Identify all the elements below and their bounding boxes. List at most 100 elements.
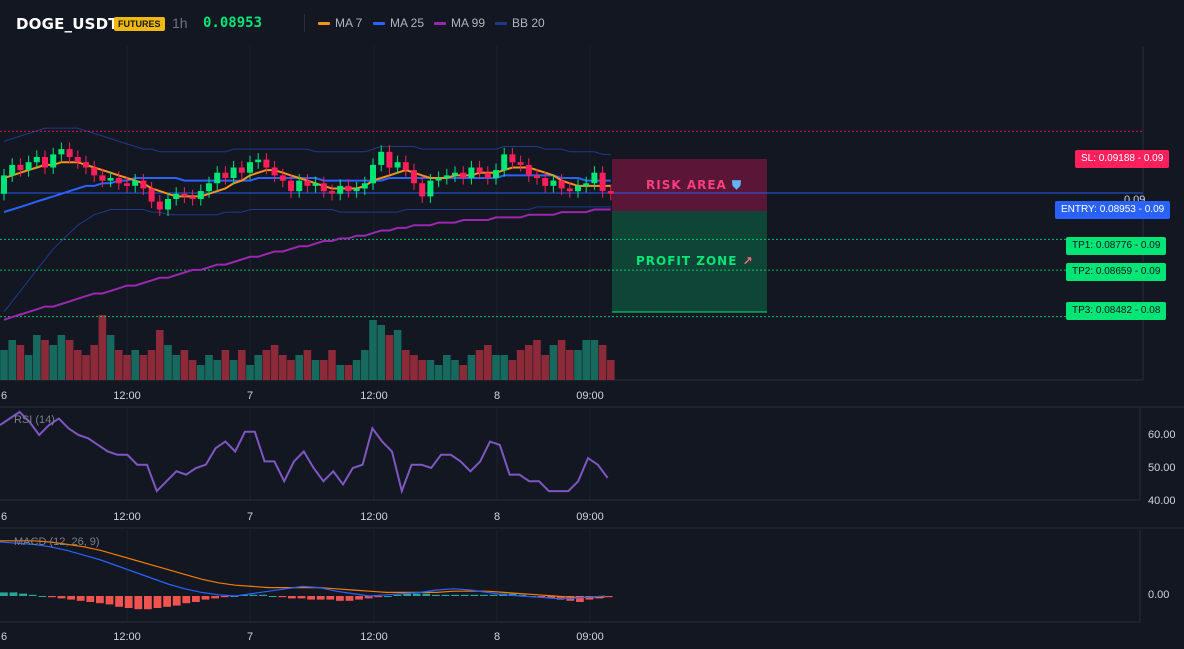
volume-bar bbox=[229, 360, 238, 380]
timeframe-label[interactable]: 1h bbox=[172, 15, 188, 31]
candle-body bbox=[329, 191, 335, 194]
macd-hist-bar bbox=[28, 594, 37, 596]
volume-bar bbox=[320, 360, 328, 380]
macd-hist-bar bbox=[355, 596, 363, 600]
volume-bar bbox=[598, 345, 607, 380]
futures-badge: FUTURES bbox=[114, 17, 165, 31]
volume-bar bbox=[336, 365, 344, 380]
sl-label[interactable]: SL: 0.09188 - 0.09 bbox=[1075, 150, 1170, 168]
candle-body bbox=[279, 175, 286, 181]
candle-body bbox=[296, 180, 303, 192]
volume-bar bbox=[238, 350, 246, 380]
candle-body bbox=[534, 175, 540, 178]
volume-bar bbox=[311, 360, 320, 380]
volume-bar bbox=[607, 360, 615, 380]
macd-hist-bar bbox=[297, 596, 306, 599]
legend-ma7-label: MA 7 bbox=[335, 16, 363, 30]
macd-hist-bar bbox=[105, 596, 114, 605]
volume-bar bbox=[426, 360, 435, 380]
candle-body bbox=[575, 185, 581, 192]
macd-hist-bar bbox=[307, 596, 315, 600]
tp2-label[interactable]: TP2: 0.08659 - 0.09 bbox=[1066, 263, 1167, 281]
time-tick: 12:00 bbox=[113, 390, 141, 402]
legend-bb20[interactable]: BB 20 bbox=[495, 16, 545, 30]
volume-bar bbox=[590, 340, 599, 380]
grid-lines bbox=[0, 46, 1184, 623]
rsi-tick-40: 40.00 bbox=[1148, 495, 1176, 507]
volume-bar bbox=[74, 350, 82, 380]
legend-ma99-label: MA 99 bbox=[451, 16, 486, 30]
candle-body bbox=[460, 172, 467, 178]
legend-bb20-label: BB 20 bbox=[512, 16, 545, 30]
volume-bar bbox=[213, 360, 221, 380]
candle-body bbox=[288, 180, 294, 192]
time-tick: 8 bbox=[494, 511, 500, 523]
macd-hist-bar bbox=[220, 596, 229, 598]
candle-body bbox=[558, 180, 565, 189]
volume-bar bbox=[574, 350, 582, 380]
candle-body bbox=[206, 183, 212, 192]
risk-area-zone bbox=[612, 159, 767, 211]
macd-hist-bar bbox=[67, 596, 75, 600]
symbol-name[interactable]: DOGE_USDT bbox=[16, 15, 119, 33]
candle-body bbox=[419, 183, 426, 197]
volume-bar bbox=[410, 355, 418, 380]
candle-body bbox=[66, 149, 73, 157]
candle-body bbox=[525, 164, 532, 176]
candle-body bbox=[222, 172, 229, 178]
macd-hist-bar bbox=[153, 596, 162, 608]
candle-body bbox=[25, 162, 32, 171]
level-lines bbox=[0, 130, 1143, 318]
volume-bar bbox=[24, 355, 33, 380]
candle-body bbox=[74, 157, 81, 163]
volume-bar bbox=[8, 340, 16, 380]
legend-ma99[interactable]: MA 99 bbox=[434, 16, 485, 30]
time-tick: 6 bbox=[1, 390, 7, 402]
macd-label: MACD (12, 26, 9) bbox=[14, 536, 100, 548]
rsi-line bbox=[0, 410, 609, 495]
legend-ma25[interactable]: MA 25 bbox=[373, 16, 424, 30]
macd-hist-bar bbox=[134, 596, 143, 610]
volume-bar bbox=[516, 350, 525, 380]
volume-bar bbox=[131, 350, 139, 380]
macd-hist-bar bbox=[48, 596, 56, 598]
tp1-label[interactable]: TP1: 0.08776 - 0.09 bbox=[1066, 237, 1167, 255]
time-tick: 09:00 bbox=[576, 631, 604, 643]
macd-hist-bar bbox=[192, 596, 200, 602]
candle-body bbox=[189, 196, 196, 199]
volume-bar bbox=[221, 350, 230, 380]
candle-body bbox=[173, 193, 180, 199]
volume-bar bbox=[582, 340, 590, 380]
macd-hist-bar bbox=[393, 594, 402, 596]
volume-bar bbox=[41, 340, 49, 380]
rsi-tick-60: 60.00 bbox=[1148, 429, 1176, 441]
tp3-label[interactable]: TP3: 0.08482 - 0.08 bbox=[1066, 302, 1167, 320]
volume-bar bbox=[525, 345, 533, 380]
volume-bar bbox=[328, 350, 336, 380]
candle-body bbox=[115, 178, 122, 184]
volume-bar bbox=[566, 350, 574, 380]
bb-upper-line bbox=[3, 127, 611, 155]
macd-hist-bar bbox=[451, 594, 459, 596]
volume-bars bbox=[0, 315, 615, 380]
candle-body bbox=[542, 178, 549, 186]
bollinger-bands bbox=[3, 127, 611, 313]
macd-hist-bar bbox=[76, 596, 85, 601]
candle-body bbox=[107, 178, 114, 181]
candle-body bbox=[140, 180, 147, 189]
candle-body bbox=[17, 164, 24, 171]
candle-body bbox=[566, 188, 573, 192]
macd-line bbox=[0, 541, 605, 599]
last-price: 0.08953 bbox=[203, 15, 263, 31]
candle-body bbox=[91, 167, 98, 176]
volume-bar bbox=[180, 350, 189, 380]
volume-bar bbox=[385, 335, 394, 380]
macd-hist-bar bbox=[86, 596, 95, 602]
entry-label[interactable]: ENTRY: 0.08953 - 0.09 bbox=[1055, 201, 1171, 219]
rsi-label: RSI (14) bbox=[14, 414, 55, 426]
legend-ma7[interactable]: MA 7 bbox=[318, 16, 362, 30]
macd-hist-bar bbox=[345, 596, 354, 601]
volume-bar bbox=[393, 330, 402, 380]
volume-bar bbox=[344, 365, 353, 380]
